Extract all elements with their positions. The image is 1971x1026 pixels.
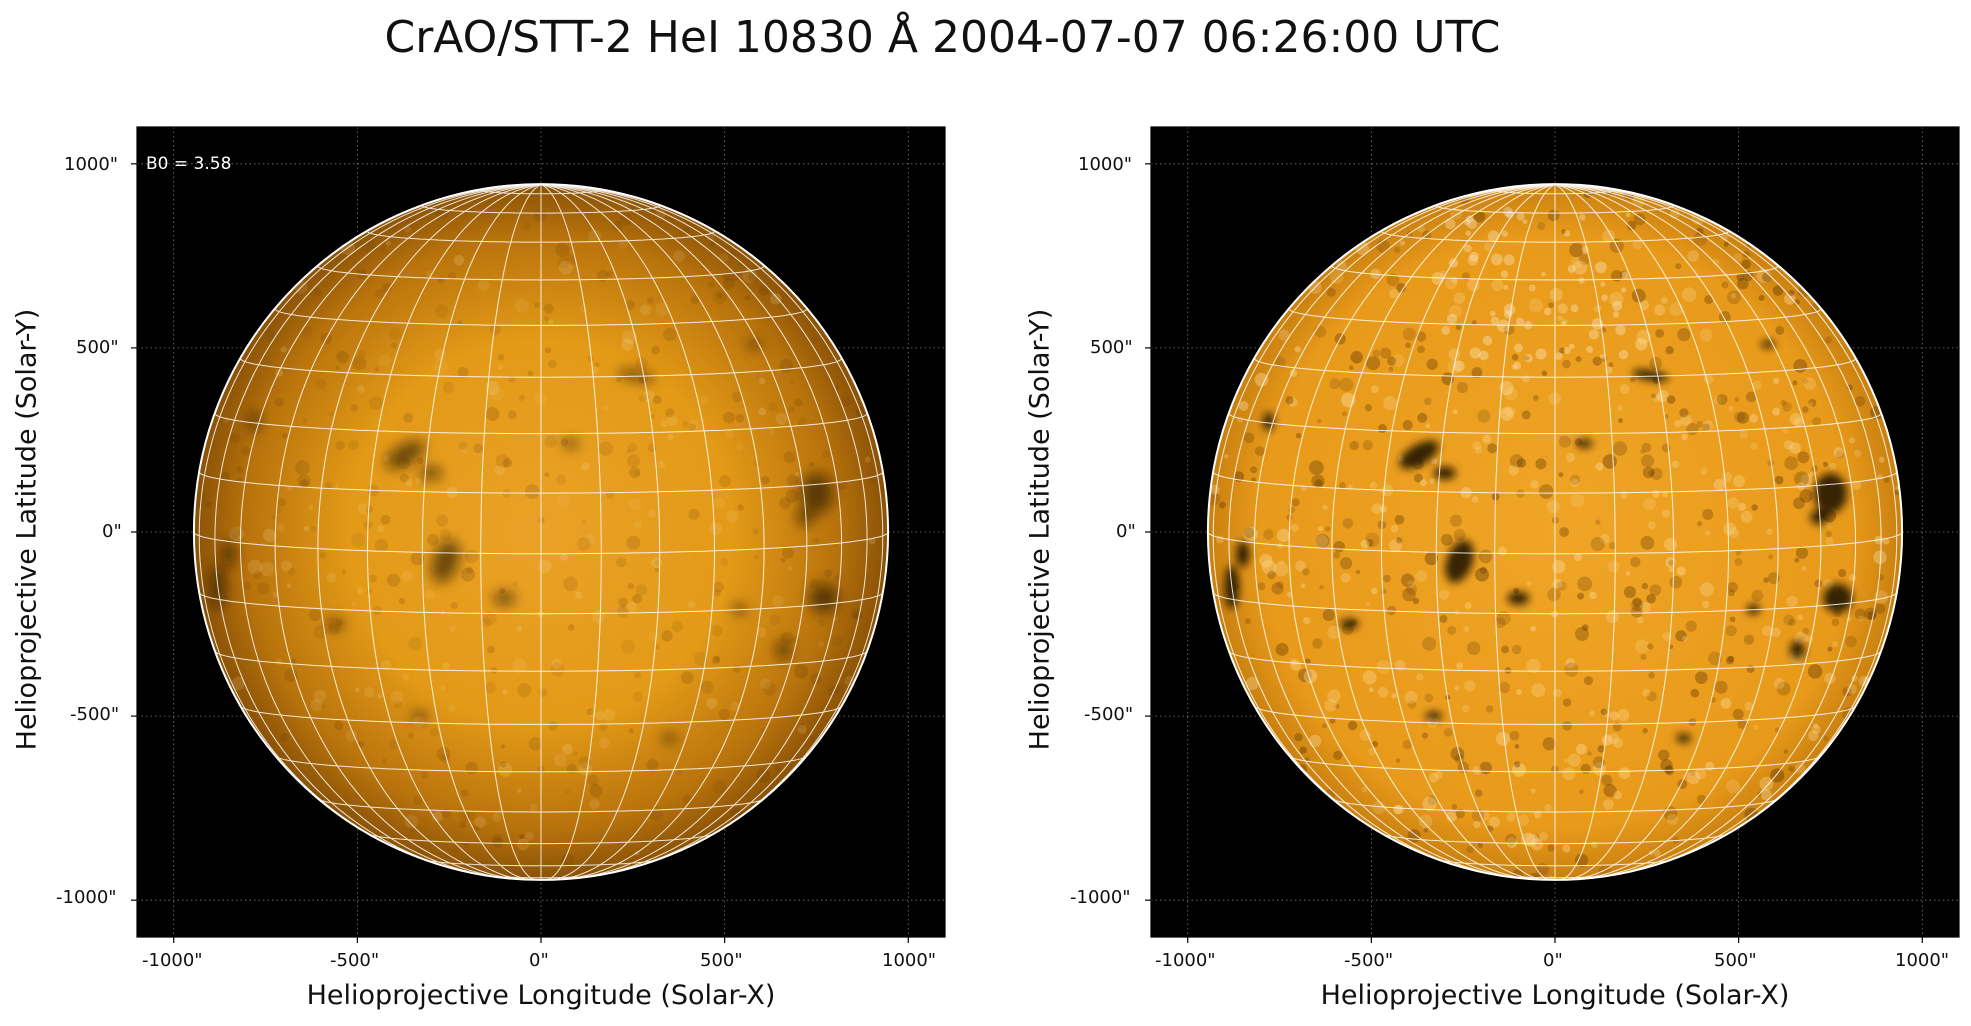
right-xtick-label: -1000"	[1155, 950, 1216, 971]
heliographic-grid	[1207, 184, 1903, 880]
figure-title: CrAO/STT-2 HeI 10830 Å 2004-07-07 06:26:…	[384, 12, 1501, 63]
left-xtick-label: 0"	[529, 950, 549, 971]
right-ytick-label: 500"	[1090, 337, 1133, 358]
chromospheric-texture	[1207, 187, 1903, 880]
left-x-axis-label: Helioprojective Longitude (Solar-X)	[306, 980, 776, 1011]
right-ytick-label: 0"	[1116, 521, 1136, 542]
solar-limb-outline	[1206, 183, 1904, 881]
b0-annotation: B0 = 3.58	[146, 154, 232, 174]
left-ytick-label: 0"	[102, 521, 122, 542]
left-xtick-label: -1000"	[142, 950, 203, 971]
left-xtick-label: -500"	[330, 950, 380, 971]
left-ytick-label: 500"	[76, 337, 119, 358]
left-ytick-label: -1000"	[56, 887, 117, 908]
right-xtick-label: 500"	[1714, 950, 1757, 971]
left-ytick-label: 1000"	[64, 154, 119, 175]
right-xtick-label: -500"	[1344, 950, 1394, 971]
dark-filaments	[210, 340, 839, 743]
right-xtick-label: 1000"	[1895, 950, 1950, 971]
left-ytick-label: -500"	[70, 704, 120, 725]
right-ytick-label: -500"	[1084, 704, 1134, 725]
right-ytick-label: 1000"	[1078, 154, 1133, 175]
left-xtick-label: 1000"	[882, 950, 937, 971]
right-x-axis-label: Helioprojective Longitude (Solar-X)	[1320, 980, 1790, 1011]
right-xtick-label: 0"	[1543, 950, 1563, 971]
heliographic-grid	[193, 184, 889, 880]
right-ytick-label: -1000"	[1070, 887, 1131, 908]
left-xtick-label: 500"	[700, 950, 743, 971]
right-y-axis-label: Helioprojective Latitude (Solar-Y)	[1024, 308, 1056, 751]
solar-limb-outline	[192, 183, 890, 881]
